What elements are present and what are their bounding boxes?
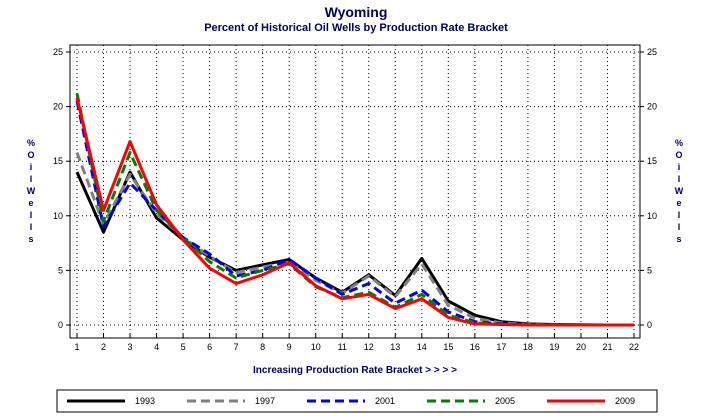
y-axis-label-letter: l — [678, 210, 681, 220]
chart-title: Wyoming — [325, 4, 388, 20]
y-axis-label-letter: e — [28, 198, 33, 208]
x-tick-label: 7 — [234, 342, 239, 352]
y-axis-label-letter: l — [678, 174, 681, 184]
legend-label-1997: 1997 — [255, 396, 275, 406]
y-axis-label-letter: W — [675, 186, 684, 196]
x-axis-ticks: 1 2 3 4 5 6 7 8 9 10 11 12 13 14 15 16 17 18 19 20 21 22 — [74, 334, 639, 352]
x-tick-label: 14 — [417, 342, 427, 352]
chart-subtitle: Percent of Historical Oil Wells by Produ… — [204, 22, 508, 34]
x-tick-label: 6 — [207, 342, 212, 352]
legend-label-2005: 2005 — [495, 396, 515, 406]
x-tick-label: 15 — [443, 342, 453, 352]
y-axis-left-ticks: 0 5 10 15 20 25 — [53, 47, 70, 330]
y-axis-label-letter: s — [676, 234, 681, 244]
series-line-2009 — [75, 97, 634, 327]
y-axis-label-letter: l — [30, 222, 33, 232]
y-axis-label-letter: O — [27, 150, 34, 160]
y-tick-label-right: 10 — [647, 211, 657, 221]
y-tick-label-right: 20 — [647, 102, 657, 112]
y-tick-label-left: 25 — [53, 47, 63, 57]
y-axis-label-letter: l — [30, 174, 33, 184]
y-axis-right-ticks: 0 5 10 15 20 25 — [640, 47, 657, 330]
x-tick-label: 13 — [390, 342, 400, 352]
y-tick-label-left: 5 — [58, 265, 63, 275]
x-tick-label: 16 — [470, 342, 480, 352]
y-tick-label-left: 15 — [53, 156, 63, 166]
y-axis-label-letter: W — [27, 186, 36, 196]
series-line-1993 — [75, 170, 634, 327]
series-lines — [75, 93, 634, 327]
gridlines — [70, 45, 640, 338]
series-line-1997 — [75, 151, 634, 327]
y-tick-label-right: 15 — [647, 156, 657, 166]
y-tick-label-right: 0 — [647, 320, 652, 330]
legend-label-2009: 2009 — [615, 396, 635, 406]
x-tick-label: 17 — [496, 342, 506, 352]
y-axis-label-letter: e — [676, 198, 681, 208]
x-tick-label: 9 — [287, 342, 292, 352]
x-tick-label: 4 — [154, 342, 159, 352]
y-axis-label-letter: l — [678, 222, 681, 232]
legend-box — [56, 389, 658, 413]
legend-label-1993: 1993 — [135, 396, 155, 406]
x-tick-label: 1 — [74, 342, 79, 352]
x-tick-label: 5 — [181, 342, 186, 352]
legend: 1993 1997 2001 2005 2009 — [67, 396, 635, 406]
x-tick-label: 11 — [338, 342, 347, 352]
y-axis-label-letter: O — [675, 150, 682, 160]
y-axis-label-letter: i — [678, 162, 681, 172]
x-axis-label: Increasing Production Rate Bracket > > >… — [253, 365, 457, 376]
y-tick-label-right: 25 — [647, 47, 657, 57]
y-axis-label-letter: % — [27, 138, 35, 148]
y-tick-label-left: 10 — [53, 211, 63, 221]
y-axis-label-letter: % — [675, 138, 683, 148]
y-tick-label-left: 0 — [58, 320, 63, 330]
x-tick-label: 3 — [128, 342, 133, 352]
y-tick-label-left: 20 — [53, 102, 63, 112]
x-tick-label: 18 — [523, 342, 533, 352]
y-tick-label-right: 5 — [647, 265, 652, 275]
plot-area-frame — [69, 44, 641, 339]
x-tick-label: 22 — [629, 342, 639, 352]
x-tick-label: 21 — [602, 342, 612, 352]
x-tick-label: 19 — [549, 342, 559, 352]
x-tick-label: 10 — [311, 342, 321, 352]
y-axis-label-letter: l — [30, 210, 33, 220]
x-tick-label: 2 — [101, 342, 106, 352]
y-axis-label-letter: i — [30, 162, 33, 172]
x-tick-label: 12 — [364, 342, 374, 352]
legend-label-2001: 2001 — [375, 396, 395, 406]
x-tick-label: 8 — [260, 342, 265, 352]
y-axis-label-letter: s — [28, 234, 33, 244]
x-tick-label: 20 — [576, 342, 586, 352]
